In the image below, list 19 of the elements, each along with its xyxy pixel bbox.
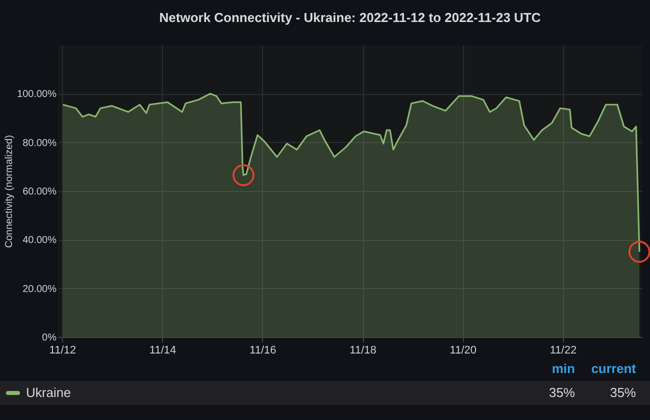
x-tick-label: 11/22 [550, 344, 577, 356]
y-tick-label: 60.00% [22, 186, 57, 198]
text: min [552, 361, 575, 376]
text: 35% [548, 385, 575, 400]
x-tick-label: 11/14 [149, 344, 176, 356]
y-tick-label: 0% [42, 332, 57, 344]
x-tick-label: 11/18 [350, 344, 376, 356]
y-tick-label: 80.00% [22, 138, 57, 149]
chart-title: Network Connectivity - Ukraine: 2022-11-12 to 2022-11-23 UTC [159, 10, 542, 25]
x-tick-label: 11/20 [450, 344, 476, 356]
y-tick-label: 100.00% [17, 89, 57, 100]
y-tick-label: 20.00% [22, 284, 57, 295]
text: 35% [610, 385, 636, 400]
legend-label: Ukraine [26, 385, 71, 400]
y-axis-title: Connectivity (normalized) [4, 135, 16, 248]
x-tick-label: 11/12 [49, 344, 76, 356]
text: current [591, 361, 636, 376]
y-tick-label: 40.00% [22, 235, 57, 246]
x-tick-label: 11/16 [250, 344, 276, 356]
